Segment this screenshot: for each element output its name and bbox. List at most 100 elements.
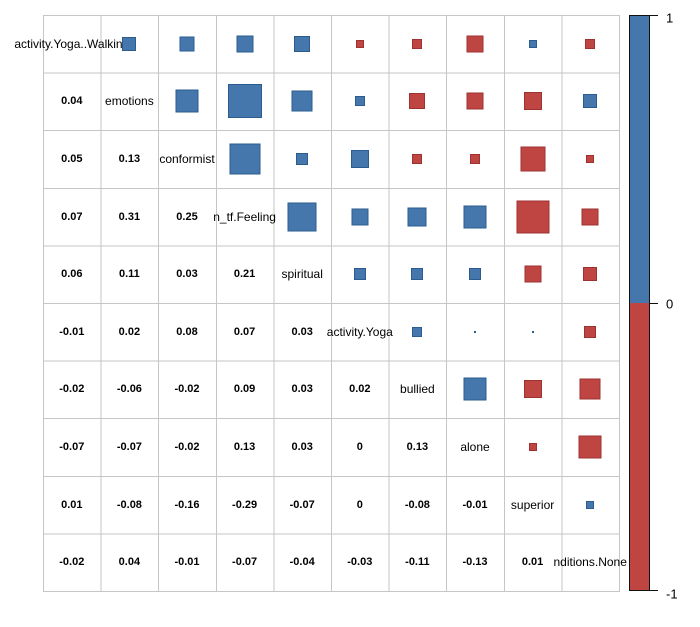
diagonal-label: superior [510, 497, 555, 512]
corr-value: -0.07 [289, 498, 315, 511]
corr-square [407, 207, 427, 227]
corr-value: -0.03 [347, 556, 373, 569]
corr-value: 0.31 [118, 210, 141, 223]
diagonal-label: n_tf.Feeling [213, 209, 276, 224]
corr-square [523, 92, 542, 111]
colorbar-tick-max [650, 15, 658, 16]
corr-value: 0.11 [118, 268, 140, 281]
colorbar-label-min: -1 [666, 586, 678, 602]
corr-square [528, 39, 537, 48]
corr-square [463, 205, 487, 229]
corr-value: -0.04 [289, 556, 315, 569]
corr-square [583, 94, 598, 109]
corr-value: -0.08 [404, 498, 430, 511]
corr-value: 0.04 [61, 95, 83, 108]
corr-value: 0.03 [176, 268, 198, 281]
corr-square [584, 325, 597, 338]
corr-value: 0.03 [291, 325, 313, 338]
corr-value: 0.01 [521, 556, 544, 569]
corr-value: 0.07 [233, 325, 256, 338]
corr-value: 0.13 [118, 153, 141, 165]
corr-square [524, 265, 542, 283]
corr-square [531, 330, 534, 333]
corr-value: 0.01 [61, 498, 83, 511]
corr-square [294, 35, 311, 52]
colorbar-tick-zero [650, 303, 658, 304]
corr-square [227, 84, 262, 119]
colorbar-label-max: 1 [666, 10, 674, 26]
corr-value: 0.02 [349, 383, 371, 396]
corr-value: 0 [356, 441, 363, 453]
corr-value: -0.07 [59, 441, 85, 453]
corr-square [583, 267, 598, 282]
corr-square [411, 268, 424, 281]
corr-square [122, 36, 137, 51]
corr-value: -0.29 [232, 498, 258, 511]
corr-value: -0.02 [59, 556, 85, 569]
corr-value: -0.07 [116, 441, 142, 453]
diagonal-label: alone [460, 440, 490, 454]
corr-square [351, 208, 369, 226]
diagonal-label: activity.Yoga..Walking [14, 36, 130, 51]
corr-value: 0.04 [118, 556, 141, 569]
corr-square [516, 200, 550, 234]
corr-square [296, 153, 309, 165]
corr-value: 0.02 [118, 325, 141, 338]
corr-square [354, 96, 365, 107]
corr-value: 0.08 [176, 325, 198, 338]
corr-square [291, 90, 313, 112]
corr-square [353, 268, 366, 281]
corr-value: -0.01 [174, 556, 200, 569]
corr-value: -0.07 [232, 556, 258, 569]
colorbar [629, 15, 650, 591]
corr-value: -0.01 [462, 498, 488, 511]
corr-value: 0.06 [61, 268, 83, 281]
corr-value: 0.03 [291, 383, 313, 396]
corr-square [412, 154, 423, 164]
diagonal-label: conformist [159, 152, 215, 166]
diagonal-label: spiritual [281, 267, 323, 282]
corr-value: 0.13 [406, 441, 429, 453]
corr-square [179, 36, 195, 52]
corr-value: 0.09 [233, 383, 256, 396]
corr-value: -0.11 [405, 556, 430, 569]
diagonal-label: activity.Yoga [326, 324, 393, 339]
diagonal-label: nditions.None [553, 555, 627, 570]
corr-value: -0.01 [59, 325, 85, 338]
corr-value: 0.25 [176, 210, 198, 223]
corr-value: -0.02 [174, 441, 200, 453]
corr-square [470, 154, 480, 164]
corr-value: 0 [356, 498, 363, 511]
diagonal-label: bullied [400, 382, 435, 397]
colorbar-label-zero: 0 [666, 296, 674, 312]
diagonal-label: emotions [105, 94, 154, 109]
corr-square [287, 202, 317, 232]
corr-value: 0.03 [291, 441, 313, 453]
corr-value: 0.13 [233, 441, 256, 453]
corr-square [586, 155, 595, 163]
corr-square [466, 92, 484, 110]
corr-value: -0.02 [59, 383, 85, 396]
corr-value: -0.06 [116, 383, 142, 396]
corr-square [520, 146, 546, 172]
corr-square [523, 380, 542, 399]
colorbar-positive-segment [630, 16, 649, 303]
corr-value: 0.21 [233, 268, 256, 281]
corr-square [229, 143, 261, 175]
corr-square [585, 38, 596, 49]
corr-square [175, 89, 199, 113]
corr-square [463, 377, 487, 401]
corr-square [469, 268, 481, 281]
correlation-matrix-grid: activity.Yoga..Walking 0.04 emotions 0.05 0.… [14, 15, 627, 592]
corr-square [579, 378, 601, 400]
corr-square [350, 150, 369, 168]
corr-square [412, 326, 423, 337]
corr-value: -0.08 [116, 498, 142, 511]
corr-value: -0.02 [174, 383, 200, 396]
corr-square [578, 435, 602, 459]
colorbar-negative-segment [630, 303, 649, 590]
corr-square [474, 330, 476, 333]
corr-square [466, 35, 484, 53]
corr-value: 0.05 [61, 153, 83, 165]
